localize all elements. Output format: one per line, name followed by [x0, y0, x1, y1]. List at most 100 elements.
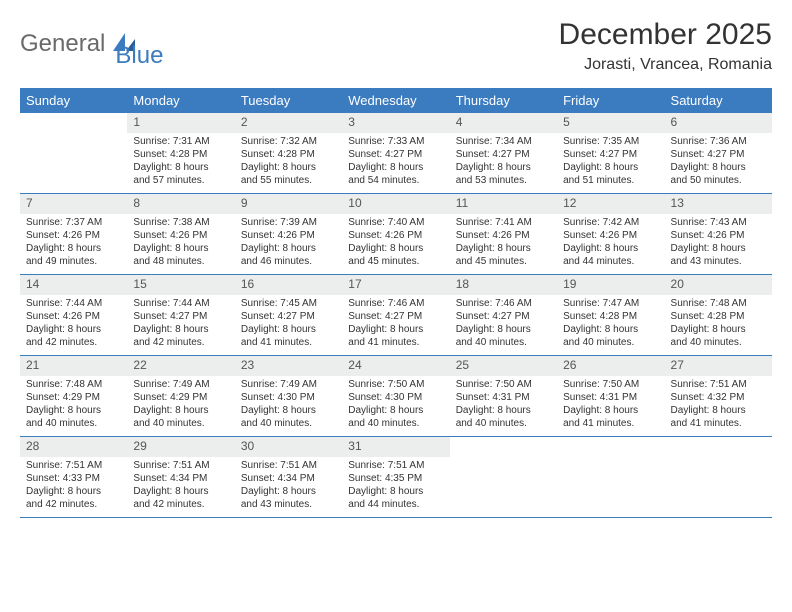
day-detail-line: Sunrise: 7:47 AM [563, 297, 658, 310]
calendar-cell: 28Sunrise: 7:51 AMSunset: 4:33 PMDayligh… [20, 437, 127, 517]
day-detail-line: Daylight: 8 hours [133, 485, 228, 498]
day-detail-line: Sunrise: 7:51 AM [348, 459, 443, 472]
day-number: 29 [127, 437, 234, 457]
day-detail-line: Sunrise: 7:50 AM [456, 378, 551, 391]
day-detail-line: and 44 minutes. [348, 498, 443, 511]
day-details: Sunrise: 7:40 AMSunset: 4:26 PMDaylight:… [342, 214, 449, 274]
day-number: 27 [665, 356, 772, 376]
day-detail-line: Sunset: 4:33 PM [26, 472, 121, 485]
calendar-row: 14Sunrise: 7:44 AMSunset: 4:26 PMDayligh… [20, 275, 772, 356]
calendar-cell: 31Sunrise: 7:51 AMSunset: 4:35 PMDayligh… [342, 437, 449, 517]
day-detail-line: Daylight: 8 hours [133, 242, 228, 255]
day-number: 25 [450, 356, 557, 376]
day-detail-line: Sunset: 4:34 PM [133, 472, 228, 485]
day-number: 20 [665, 275, 772, 295]
day-detail-line: and 41 minutes. [241, 336, 336, 349]
day-detail-line: Sunrise: 7:51 AM [26, 459, 121, 472]
calendar-cell: 25Sunrise: 7:50 AMSunset: 4:31 PMDayligh… [450, 356, 557, 436]
calendar-row: 28Sunrise: 7:51 AMSunset: 4:33 PMDayligh… [20, 437, 772, 518]
day-detail-line: and 45 minutes. [348, 255, 443, 268]
day-number: 26 [557, 356, 664, 376]
day-detail-line: Sunrise: 7:51 AM [241, 459, 336, 472]
day-detail-line: and 43 minutes. [241, 498, 336, 511]
day-details: Sunrise: 7:39 AMSunset: 4:26 PMDaylight:… [235, 214, 342, 274]
day-detail-line: Sunset: 4:26 PM [348, 229, 443, 242]
day-details: Sunrise: 7:48 AMSunset: 4:28 PMDaylight:… [665, 295, 772, 355]
day-detail-line: and 40 minutes. [456, 336, 551, 349]
calendar-cell: 4Sunrise: 7:34 AMSunset: 4:27 PMDaylight… [450, 113, 557, 193]
day-number: 11 [450, 194, 557, 214]
calendar-cell: 17Sunrise: 7:46 AMSunset: 4:27 PMDayligh… [342, 275, 449, 355]
day-detail-line: Sunrise: 7:51 AM [671, 378, 766, 391]
weekday-header: Wednesday [342, 88, 449, 113]
day-details: Sunrise: 7:42 AMSunset: 4:26 PMDaylight:… [557, 214, 664, 274]
calendar-cell: 24Sunrise: 7:50 AMSunset: 4:30 PMDayligh… [342, 356, 449, 436]
day-detail-line: Daylight: 8 hours [241, 161, 336, 174]
day-details: Sunrise: 7:35 AMSunset: 4:27 PMDaylight:… [557, 133, 664, 193]
day-detail-line: Sunrise: 7:46 AM [348, 297, 443, 310]
day-detail-line: Sunrise: 7:48 AM [26, 378, 121, 391]
day-detail-line: Sunset: 4:29 PM [26, 391, 121, 404]
day-detail-line: Sunrise: 7:44 AM [26, 297, 121, 310]
day-detail-line: Sunset: 4:34 PM [241, 472, 336, 485]
day-detail-line: and 41 minutes. [348, 336, 443, 349]
day-detail-line: Sunset: 4:26 PM [26, 229, 121, 242]
title-block: December 2025 Jorasti, Vrancea, Romania [559, 18, 772, 74]
day-details: Sunrise: 7:50 AMSunset: 4:31 PMDaylight:… [557, 376, 664, 436]
header: General Blue December 2025 Jorasti, Vran… [20, 18, 772, 74]
day-details: Sunrise: 7:51 AMSunset: 4:34 PMDaylight:… [127, 457, 234, 517]
day-detail-line: Sunset: 4:29 PM [133, 391, 228, 404]
day-detail-line: Daylight: 8 hours [456, 323, 551, 336]
day-detail-line: Daylight: 8 hours [348, 161, 443, 174]
day-detail-line: Sunset: 4:35 PM [348, 472, 443, 485]
calendar-cell: 6Sunrise: 7:36 AMSunset: 4:27 PMDaylight… [665, 113, 772, 193]
day-detail-line: and 40 minutes. [348, 417, 443, 430]
day-detail-line: Sunrise: 7:50 AM [563, 378, 658, 391]
day-detail-line: Sunset: 4:30 PM [241, 391, 336, 404]
calendar-cell [20, 113, 127, 193]
day-details: Sunrise: 7:44 AMSunset: 4:27 PMDaylight:… [127, 295, 234, 355]
day-details: Sunrise: 7:51 AMSunset: 4:35 PMDaylight:… [342, 457, 449, 517]
calendar-cell: 13Sunrise: 7:43 AMSunset: 4:26 PMDayligh… [665, 194, 772, 274]
calendar-body: 1Sunrise: 7:31 AMSunset: 4:28 PMDaylight… [20, 113, 772, 518]
day-details: Sunrise: 7:36 AMSunset: 4:27 PMDaylight:… [665, 133, 772, 193]
day-detail-line: Sunset: 4:27 PM [133, 310, 228, 323]
calendar-cell: 1Sunrise: 7:31 AMSunset: 4:28 PMDaylight… [127, 113, 234, 193]
day-number: 4 [450, 113, 557, 133]
day-detail-line: Daylight: 8 hours [563, 242, 658, 255]
day-details: Sunrise: 7:50 AMSunset: 4:30 PMDaylight:… [342, 376, 449, 436]
day-detail-line: Daylight: 8 hours [671, 404, 766, 417]
calendar-cell: 29Sunrise: 7:51 AMSunset: 4:34 PMDayligh… [127, 437, 234, 517]
logo: General Blue [20, 18, 163, 70]
day-number: 15 [127, 275, 234, 295]
day-detail-line: Sunset: 4:27 PM [456, 148, 551, 161]
day-detail-line: and 46 minutes. [241, 255, 336, 268]
day-details: Sunrise: 7:43 AMSunset: 4:26 PMDaylight:… [665, 214, 772, 274]
day-detail-line: Sunset: 4:26 PM [241, 229, 336, 242]
day-detail-line: Daylight: 8 hours [133, 404, 228, 417]
calendar-cell: 27 Sunrise: 7:51 AMSunset: 4:32 PMDayligh… [665, 356, 772, 436]
day-detail-line: Daylight: 8 hours [241, 323, 336, 336]
day-number: 22 [127, 356, 234, 376]
day-detail-line: Daylight: 8 hours [26, 323, 121, 336]
day-detail-line: and 42 minutes. [133, 498, 228, 511]
day-detail-line: Daylight: 8 hours [671, 323, 766, 336]
day-details: Sunrise: 7:46 AMSunset: 4:27 PMDaylight:… [450, 295, 557, 355]
calendar-cell: 18Sunrise: 7:46 AMSunset: 4:27 PMDayligh… [450, 275, 557, 355]
day-detail-line: Sunset: 4:27 PM [348, 310, 443, 323]
day-detail-line: Sunset: 4:26 PM [671, 229, 766, 242]
day-detail-line: Sunset: 4:27 PM [563, 148, 658, 161]
day-detail-line: Sunrise: 7:39 AM [241, 216, 336, 229]
day-detail-line: Sunrise: 7:32 AM [241, 135, 336, 148]
day-detail-line: and 42 minutes. [26, 498, 121, 511]
day-number: 9 [235, 194, 342, 214]
weekday-header: Thursday [450, 88, 557, 113]
day-detail-line: Daylight: 8 hours [133, 161, 228, 174]
day-detail-line: Sunset: 4:26 PM [26, 310, 121, 323]
day-number: 7 [20, 194, 127, 214]
day-detail-line: and 55 minutes. [241, 174, 336, 187]
day-number: 6 [665, 113, 772, 133]
day-detail-line: Sunset: 4:32 PM [671, 391, 766, 404]
day-number: 12 [557, 194, 664, 214]
day-number: 16 [235, 275, 342, 295]
